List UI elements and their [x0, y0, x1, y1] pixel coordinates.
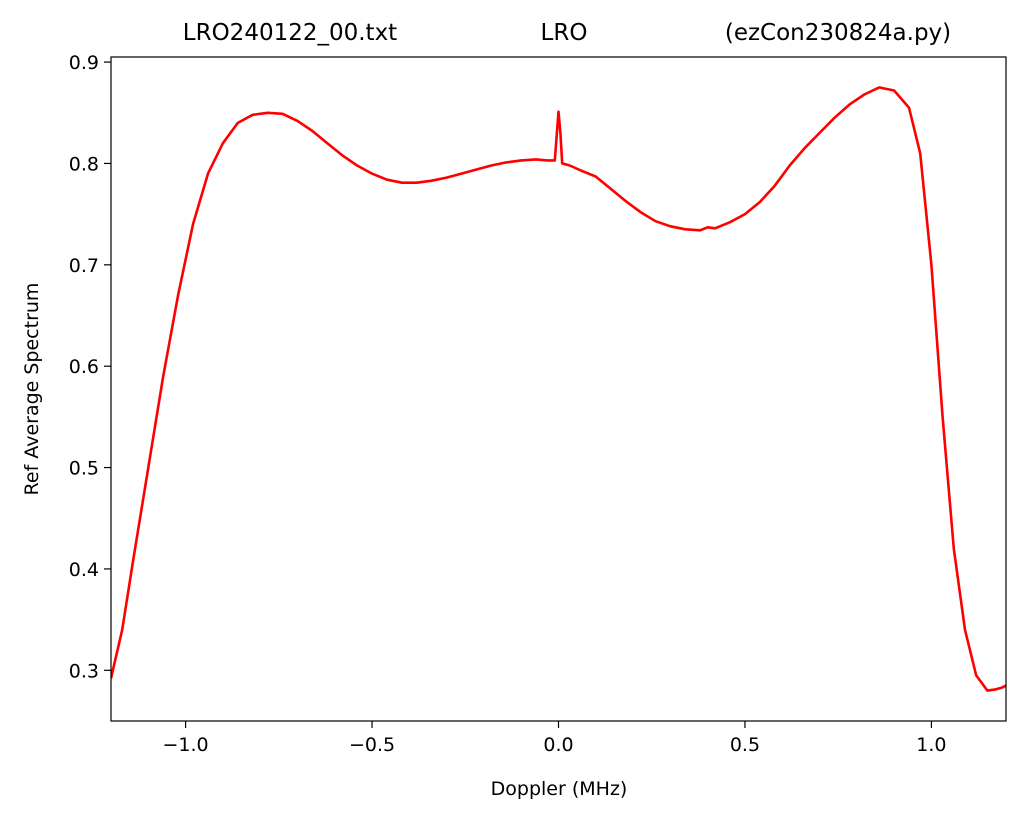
series-line — [111, 86, 1006, 692]
y-tick-label: 0.8 — [69, 153, 99, 175]
x-tick-label: 1.0 — [916, 734, 946, 756]
y-tick-label: 0.9 — [69, 52, 99, 74]
title-right: (ezCon230824a.py) — [725, 20, 951, 46]
x-tick-label: 0.0 — [543, 734, 573, 756]
y-tick-label: 0.6 — [69, 356, 99, 378]
tick-group: −1.0 −0.5 0.0 0.5 1.0 0.3 0.4 0.5 0.6 0.7 0.8 0.9 — [69, 52, 947, 756]
y-tick-label: 0.7 — [69, 255, 99, 277]
y-tick-label: 0.3 — [69, 660, 99, 682]
y-tick-label: 0.4 — [69, 559, 99, 581]
y-axis-label: Ref Average Spectrum — [21, 283, 43, 496]
plot-frame — [110, 56, 1007, 722]
title-left: LRO240122_00.txt — [183, 20, 397, 46]
plot-area — [111, 86, 1006, 692]
x-axis-label: Doppler (MHz) — [491, 778, 628, 800]
y-tick-label: 0.5 — [69, 458, 99, 480]
x-tick-label: −0.5 — [349, 734, 395, 756]
title-center: LRO — [541, 20, 588, 46]
x-tick-label: −1.0 — [163, 734, 209, 756]
x-tick-label: 0.5 — [730, 734, 760, 756]
